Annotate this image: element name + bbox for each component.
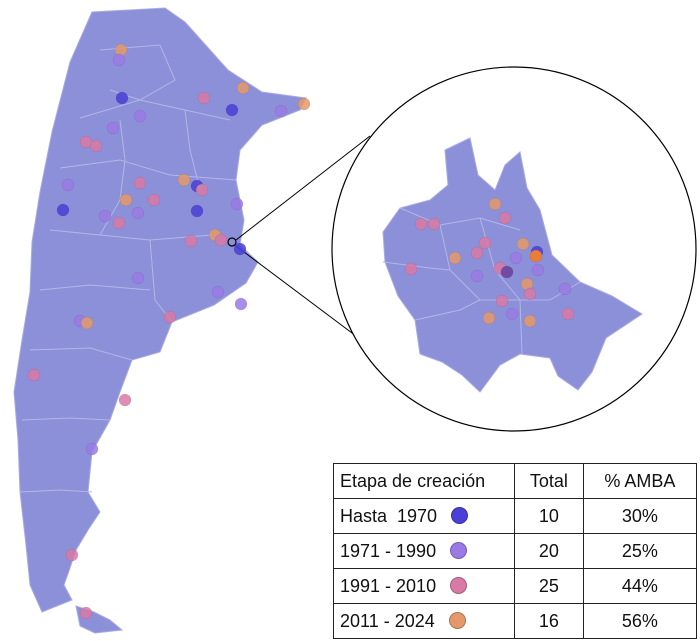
- point-1991: [427, 217, 441, 231]
- point-1991: [214, 233, 228, 247]
- point-2011: [119, 193, 133, 207]
- legend-total: 16: [514, 603, 584, 639]
- point-1991: [79, 606, 93, 620]
- zoom-source-marker: [227, 237, 237, 247]
- point-1991: [147, 193, 161, 207]
- point-1991: [65, 548, 79, 562]
- point-1970: [190, 204, 204, 218]
- pink-dot-icon: [450, 576, 468, 594]
- point-1991: [118, 393, 132, 407]
- legend-total: 20: [514, 533, 584, 569]
- point-1971: [106, 121, 120, 135]
- point-1971: [211, 285, 225, 299]
- legend-row: Hasta 1970 10 30%: [333, 498, 698, 534]
- point-2011: [448, 251, 462, 265]
- point-1991: [414, 217, 428, 231]
- point-1991: [133, 176, 147, 190]
- point-1971: [509, 251, 523, 265]
- point-1991: [470, 246, 484, 260]
- zoom-connector-bottom: [235, 245, 373, 349]
- legend-row: 1991 - 2010 25 44%: [333, 568, 698, 604]
- argentina-territory: [13, 7, 307, 613]
- orange-dot-icon: [448, 611, 466, 629]
- point-1971: [133, 109, 147, 123]
- purple-dot-icon: [450, 541, 468, 559]
- point-1991: [27, 368, 41, 382]
- point-1970: [115, 91, 129, 105]
- point-1991: [561, 307, 575, 321]
- header-stage: Etapa de creación: [333, 463, 515, 499]
- point-1991: [478, 236, 492, 250]
- point-1971: [61, 178, 75, 192]
- point-1970: [225, 103, 239, 117]
- legend-header-row: Etapa de creación Total % AMBA: [333, 463, 698, 499]
- legend-row: 2011 - 2024 16 56%: [333, 603, 698, 639]
- legend-row: 1971 - 1990 20 25%: [333, 533, 698, 569]
- point-1991: [523, 287, 537, 301]
- point-2011: [236, 81, 250, 95]
- point-1970: [500, 265, 514, 279]
- zoom-connector-top: [235, 135, 371, 241]
- point-2011: [482, 311, 496, 325]
- header-total: Total: [514, 463, 584, 499]
- point-1991: [404, 262, 418, 276]
- point-1971: [558, 282, 572, 296]
- point-1971: [470, 269, 484, 283]
- legend-table: Etapa de creación Total % AMBA Hasta 197…: [333, 463, 698, 639]
- point-1971: [234, 297, 248, 311]
- legend-stage-cell: 2011 - 2024: [333, 603, 515, 639]
- legend-amba-pct: 56%: [582, 603, 698, 639]
- point-1971: [505, 307, 519, 321]
- legend-stage-label: 2011 - 2024: [340, 610, 435, 631]
- point-1970: [233, 242, 247, 256]
- legend-stage-label: 1971 - 1990: [340, 540, 437, 561]
- legend-stage-label: 1991 - 2010: [340, 575, 437, 596]
- point-1971: [274, 104, 288, 118]
- legend-stage-label: Hasta 1970: [340, 505, 438, 526]
- point-2011: [488, 197, 502, 211]
- legend-stage-cell: Hasta 1970: [333, 498, 515, 534]
- point-1991: [197, 91, 211, 105]
- point-1971: [98, 209, 112, 223]
- header-amba: % AMBA: [582, 463, 698, 499]
- point-1971: [531, 263, 545, 277]
- point-1971: [112, 53, 126, 67]
- point-1991: [498, 211, 512, 225]
- legend-stage-cell: 1991 - 2010: [333, 568, 515, 604]
- point-1971: [85, 442, 99, 456]
- legend-stage-cell: 1971 - 1990: [333, 533, 515, 569]
- legend-total: 10: [514, 498, 584, 534]
- point-2011: [523, 314, 537, 328]
- point-1991: [89, 139, 103, 153]
- point-1991: [495, 294, 509, 308]
- point-1991: [112, 216, 126, 230]
- legend-amba-pct: 44%: [582, 568, 698, 604]
- point-2011: [516, 237, 530, 251]
- point-2011: [529, 249, 543, 263]
- legend-total: 25: [514, 568, 584, 604]
- point-1991: [195, 183, 209, 197]
- dark-blue-dot-icon: [451, 506, 469, 524]
- legend-amba-pct: 25%: [582, 533, 698, 569]
- legend-amba-pct: 30%: [582, 498, 698, 534]
- mainland-points: [27, 43, 311, 620]
- point-1971: [131, 206, 145, 220]
- point-2011: [297, 97, 311, 111]
- point-1991: [163, 310, 177, 324]
- amba-points: [404, 197, 575, 328]
- point-1991: [184, 234, 198, 248]
- point-1971: [131, 271, 145, 285]
- province-borders: [19, 44, 237, 493]
- point-1971: [230, 197, 244, 211]
- point-1970: [56, 203, 70, 217]
- point-2011: [177, 173, 191, 187]
- point-2011: [80, 316, 94, 330]
